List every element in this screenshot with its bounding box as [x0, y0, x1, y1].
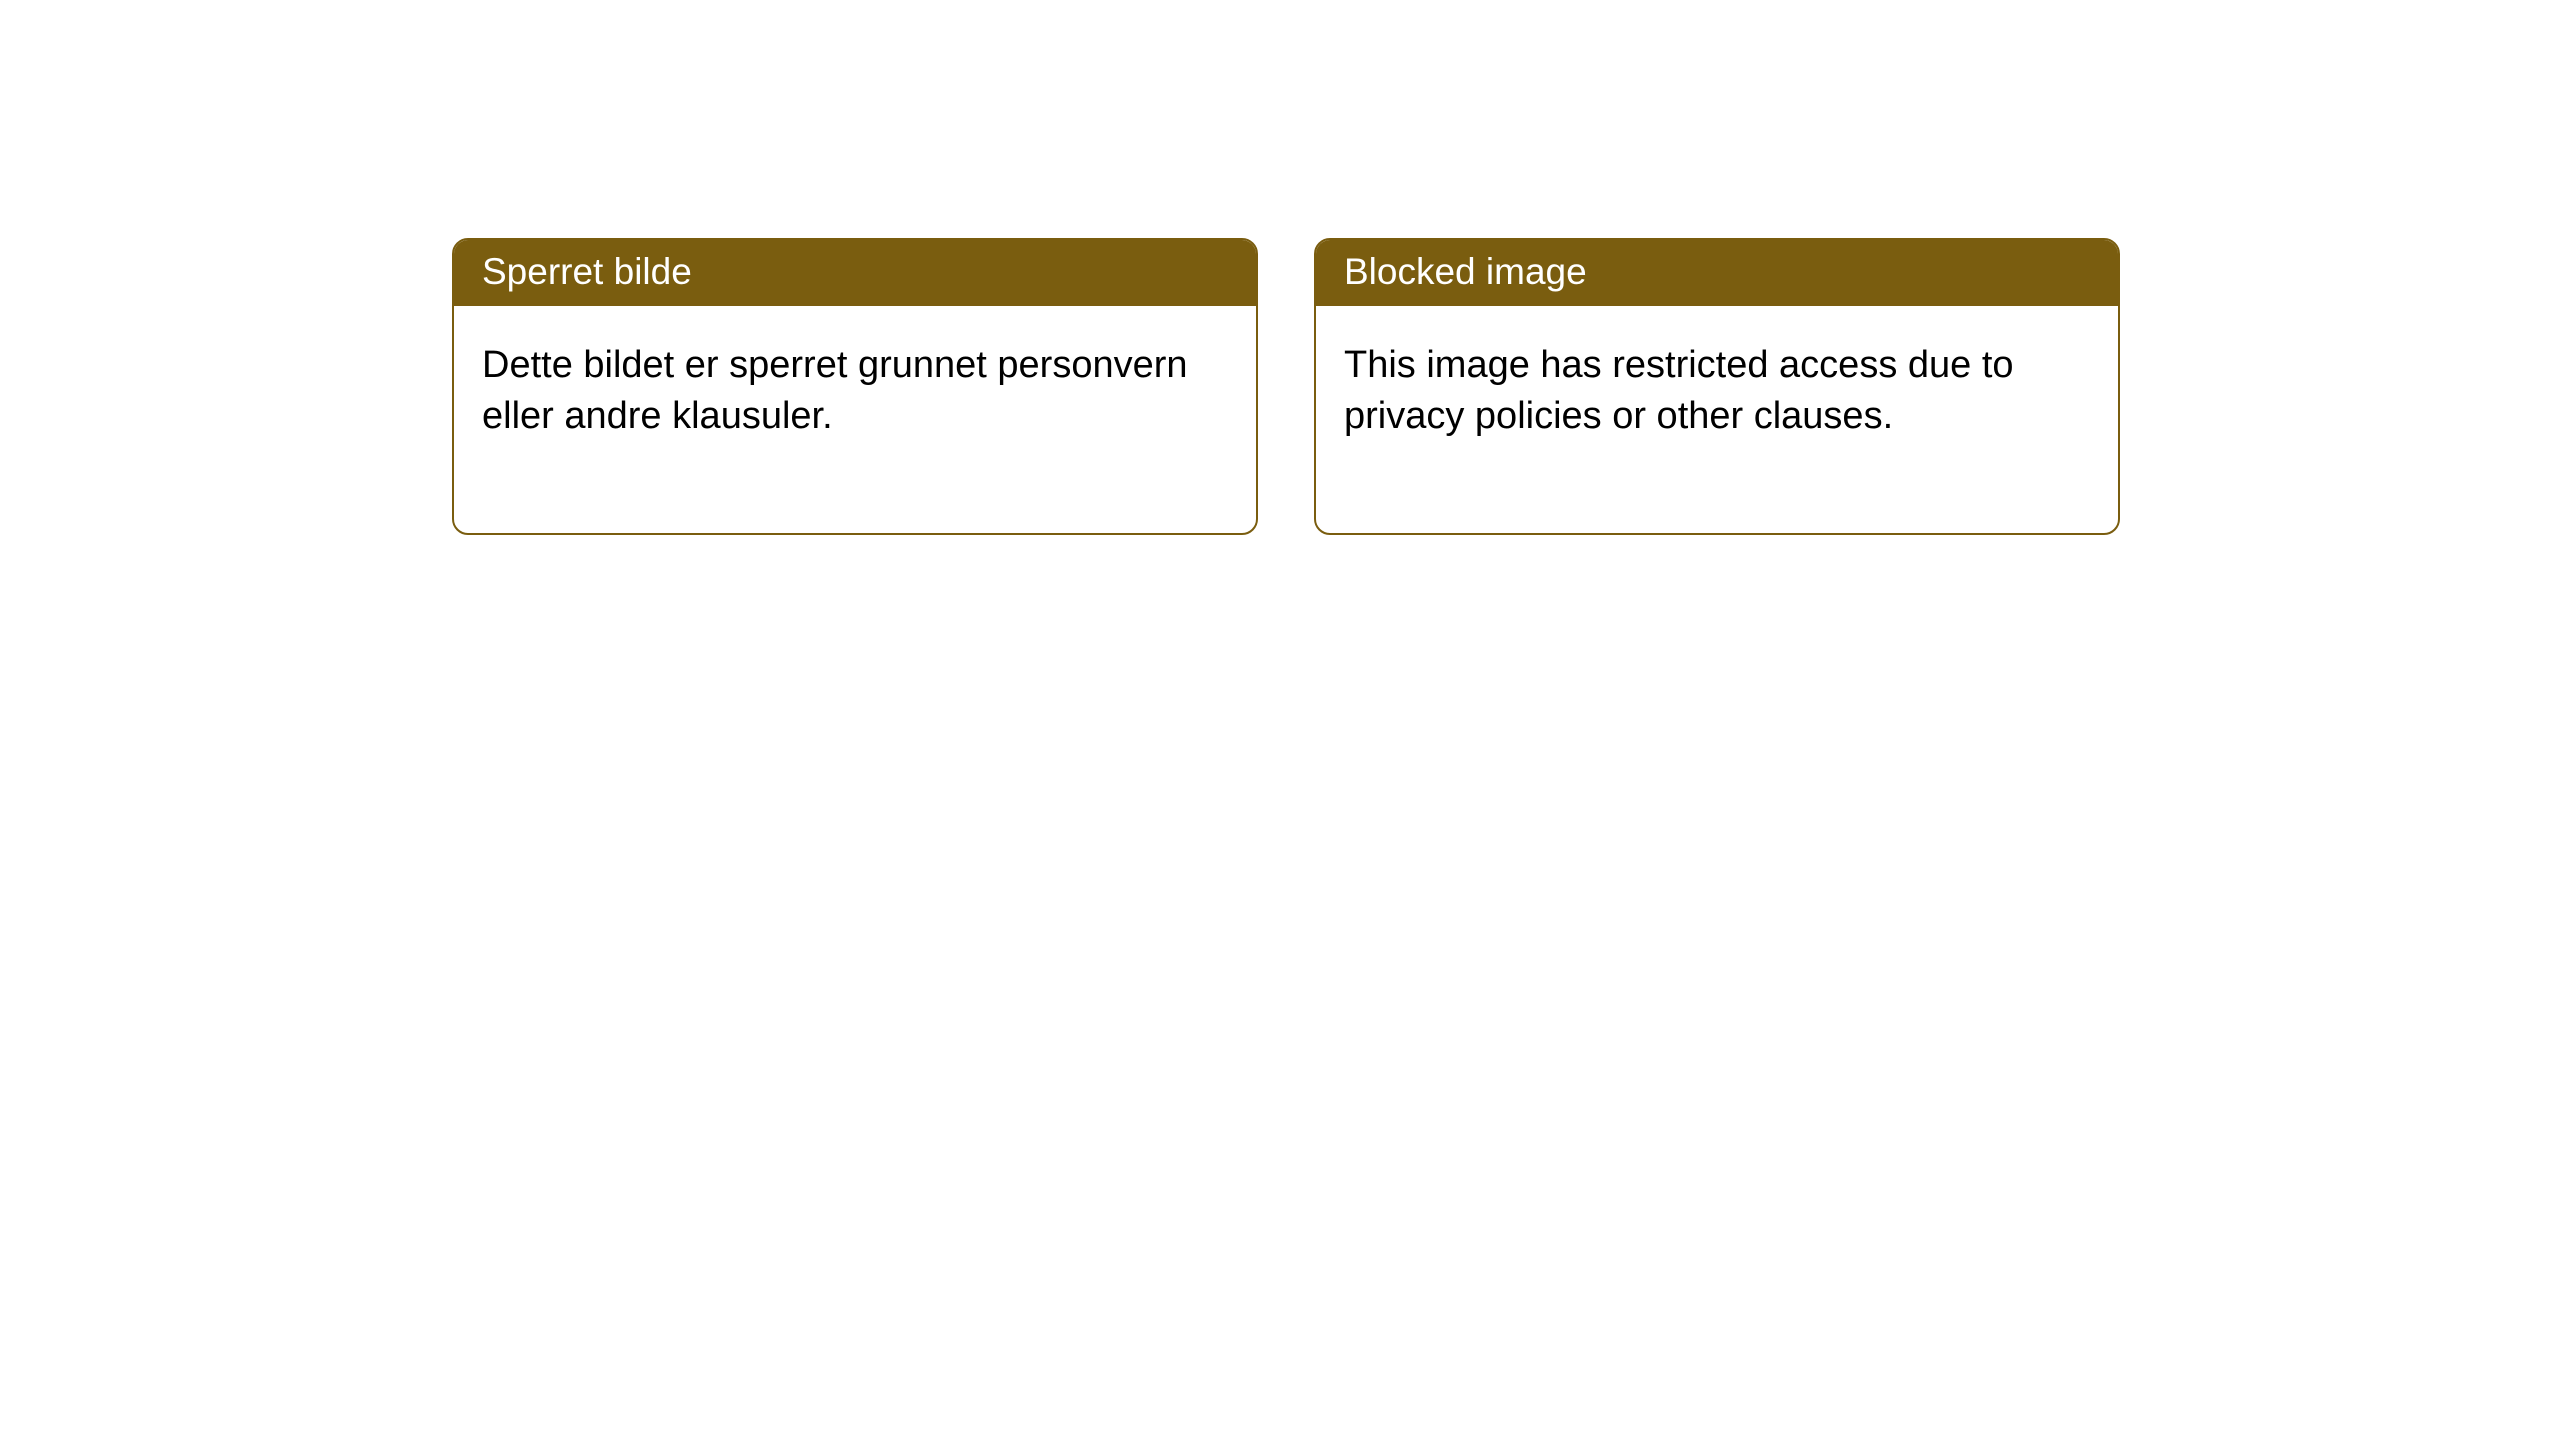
notice-header: Sperret bilde [454, 240, 1256, 306]
notice-container: Sperret bilde Dette bildet er sperret gr… [0, 0, 2560, 535]
notice-header: Blocked image [1316, 240, 2118, 306]
notice-body: Dette bildet er sperret grunnet personve… [454, 306, 1256, 533]
notice-body: This image has restricted access due to … [1316, 306, 2118, 533]
notice-card-norwegian: Sperret bilde Dette bildet er sperret gr… [452, 238, 1258, 535]
notice-card-english: Blocked image This image has restricted … [1314, 238, 2120, 535]
